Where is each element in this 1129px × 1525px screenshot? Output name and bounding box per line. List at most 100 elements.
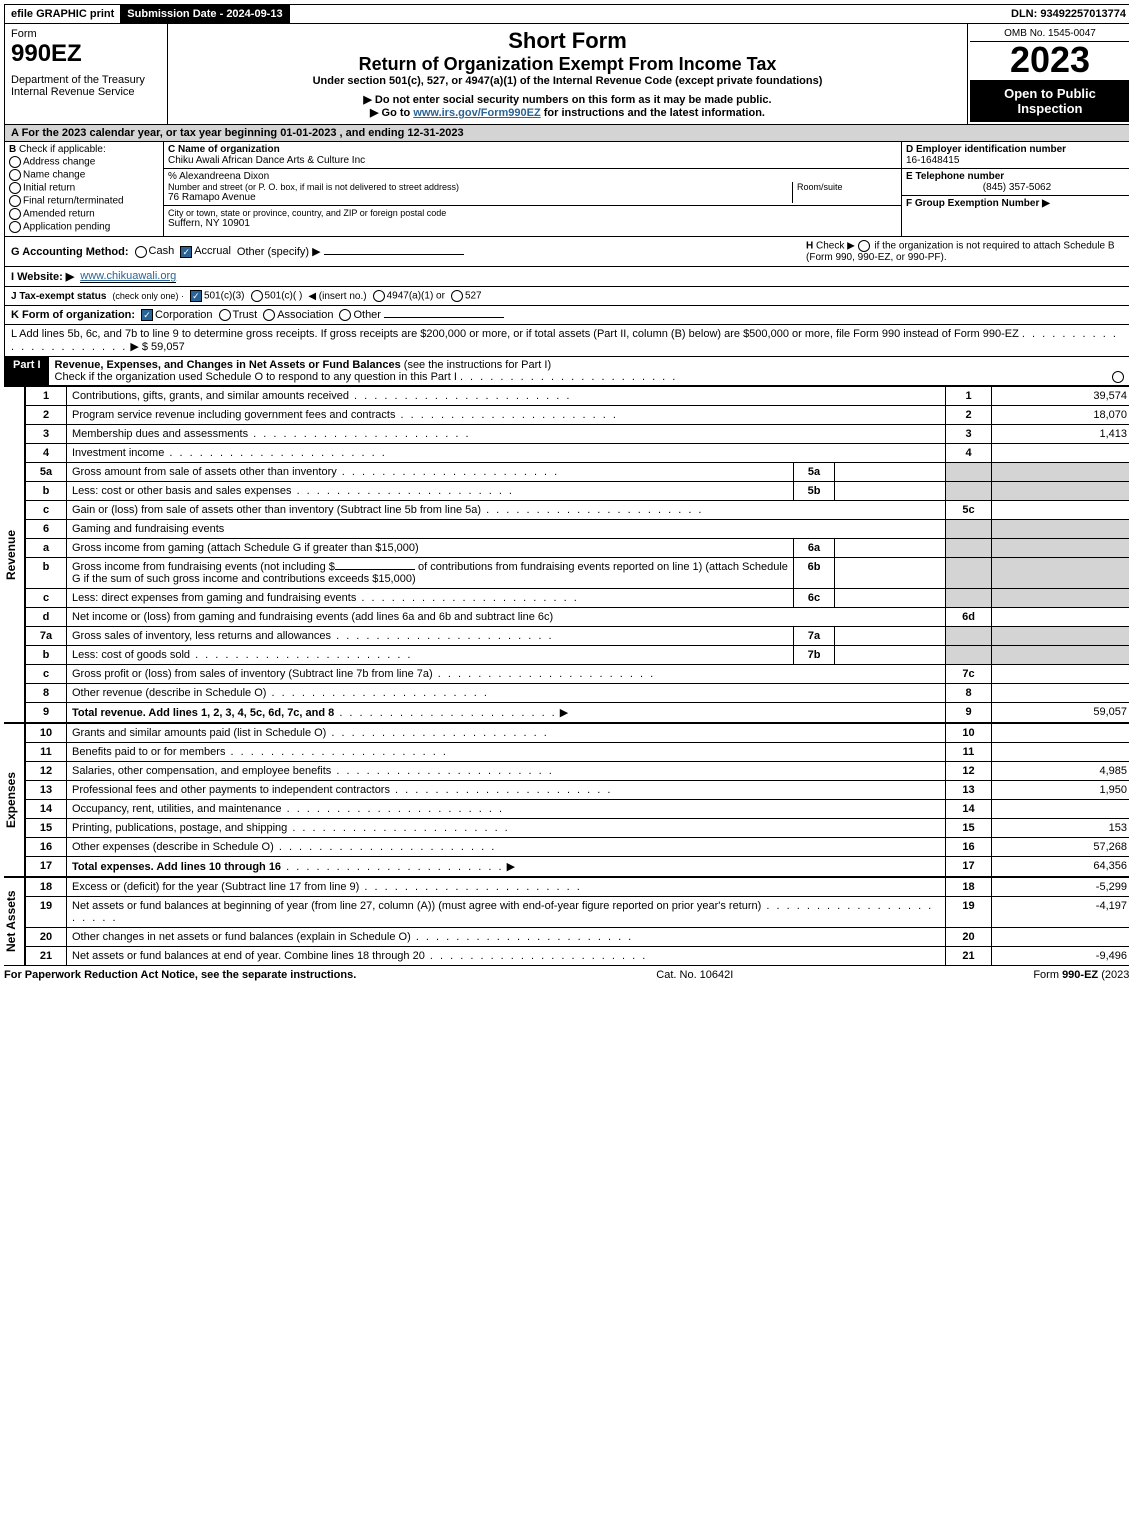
checkbox-initial-return[interactable]: Initial return [9, 182, 159, 194]
line-15: 15Printing, publications, postage, and s… [26, 819, 1129, 838]
net-assets-section: Net Assets 18Excess or (deficit) for the… [4, 877, 1129, 966]
line-6: 6Gaming and fundraising events [26, 520, 1129, 539]
room-suite-label: Room/suite [792, 182, 897, 203]
city-value: Suffern, NY 10901 [168, 218, 897, 229]
revenue-section: Revenue 1Contributions, gifts, grants, a… [4, 386, 1129, 723]
section-l-amount: $ 59,057 [142, 341, 185, 353]
line-18: 18Excess or (deficit) for the year (Subt… [26, 878, 1129, 897]
checkbox-application-pending[interactable]: Application pending [9, 221, 159, 233]
section-g: G Accounting Method: Cash Accrual Other … [11, 245, 464, 258]
paperwork-notice: For Paperwork Reduction Act Notice, see … [4, 969, 356, 981]
form-header-left: Form 990EZ Department of the Treasury In… [5, 24, 168, 124]
line-6d: dNet income or (loss) from gaming and fu… [26, 608, 1129, 627]
checkbox-4947[interactable]: 4947(a)(1) or [373, 290, 445, 302]
checkbox-schedule-b[interactable] [858, 240, 870, 252]
checkbox-527[interactable]: 527 [451, 290, 482, 302]
checkbox-address-change[interactable]: Address change [9, 156, 159, 168]
net-assets-table: 18Excess or (deficit) for the year (Subt… [25, 877, 1129, 966]
line-6b: bGross income from fundraising events (n… [26, 558, 1129, 589]
section-b-text: Check if applicable: [19, 144, 106, 155]
section-l-text: L Add lines 5b, 6c, and 7b to line 9 to … [11, 328, 1019, 340]
line-5b: bLess: cost or other basis and sales exp… [26, 482, 1129, 501]
website-link[interactable]: www.chikuawali.org [80, 270, 176, 283]
checkbox-501c3[interactable]: 501(c)(3) [190, 290, 245, 302]
street-label: Number and street (or P. O. box, if mail… [168, 182, 792, 192]
section-j: J Tax-exempt status (check only one) · 5… [4, 287, 1129, 306]
section-b: B Check if applicable: Address change Na… [5, 142, 164, 236]
checkbox-corporation[interactable]: Corporation [141, 309, 212, 321]
part-i-check-text: Check if the organization used Schedule … [55, 371, 457, 383]
section-d-label: D Employer identification number [906, 144, 1128, 155]
line-16: 16Other expenses (describe in Schedule O… [26, 838, 1129, 857]
section-k-label: K Form of organization: [11, 309, 135, 321]
section-h-text3: (Form 990, 990-EZ, or 990-PF). [806, 252, 947, 263]
form-header-right: OMB No. 1545-0047 2023 Open to Public In… [967, 24, 1129, 124]
section-a: A For the 2023 calendar year, or tax yea… [4, 125, 1129, 142]
line-4: 4Investment income4 [26, 444, 1129, 463]
checkbox-trust[interactable]: Trust [219, 309, 258, 321]
checkbox-501c[interactable]: 501(c)( ) [251, 290, 303, 302]
net-assets-vertical-label: Net Assets [4, 877, 25, 966]
section-g-label: G Accounting Method: [11, 246, 129, 258]
line-17: 17Total expenses. Add lines 10 through 1… [26, 857, 1129, 877]
revenue-table: 1Contributions, gifts, grants, and simil… [25, 386, 1129, 723]
line-6a: aGross income from gaming (attach Schedu… [26, 539, 1129, 558]
checkbox-association[interactable]: Association [263, 309, 333, 321]
line-1: 1Contributions, gifts, grants, and simil… [26, 387, 1129, 406]
insert-no: ◀ (insert no.) [308, 291, 366, 302]
radio-other-method[interactable]: Other (specify) ▶ [237, 245, 464, 258]
form-ref: Form 990-EZ (2023) [1033, 969, 1129, 981]
part-i-header: Part I Revenue, Expenses, and Changes in… [4, 357, 1129, 386]
section-h-text2: if the organization is not required to a… [874, 241, 1114, 252]
section-h: H Check ▶ if the organization is not req… [806, 240, 1126, 263]
line-12: 12Salaries, other compensation, and empl… [26, 762, 1129, 781]
irs-link[interactable]: www.irs.gov/Form990EZ [413, 107, 540, 119]
expenses-table: 10Grants and similar amounts paid (list … [25, 723, 1129, 877]
dept-line-2: Internal Revenue Service [11, 86, 161, 98]
part-i-label: Part I [5, 357, 49, 385]
expenses-vertical-label: Expenses [4, 723, 25, 877]
line-11: 11Benefits paid to or for members11 [26, 743, 1129, 762]
line-5c: cGain or (loss) from sale of assets othe… [26, 501, 1129, 520]
checkbox-amended-return[interactable]: Amended return [9, 208, 159, 220]
return-title: Return of Organization Exempt From Incom… [172, 54, 963, 75]
line-5a: 5aGross amount from sale of assets other… [26, 463, 1129, 482]
line-14: 14Occupancy, rent, utilities, and mainte… [26, 800, 1129, 819]
line-7a: 7aGross sales of inventory, less returns… [26, 627, 1129, 646]
line-6c: cLess: direct expenses from gaming and f… [26, 589, 1129, 608]
tax-year: 2023 [970, 42, 1129, 78]
revenue-vertical-label: Revenue [4, 386, 25, 723]
line-7b: bLess: cost of goods sold7b [26, 646, 1129, 665]
section-k: K Form of organization: Corporation Trus… [4, 306, 1129, 325]
cat-no: Cat. No. 10642I [656, 969, 733, 981]
open-to-public: Open to Public Inspection [970, 80, 1129, 122]
org-name: Chiku Awali African Dance Arts & Culture… [168, 155, 897, 166]
checkbox-name-change[interactable]: Name change [9, 169, 159, 181]
section-def: D Employer identification number 16-1648… [901, 142, 1129, 236]
line-20: 20Other changes in net assets or fund ba… [26, 928, 1129, 947]
checkbox-final-return[interactable]: Final return/terminated [9, 195, 159, 207]
form-header-center: Short Form Return of Organization Exempt… [168, 24, 967, 124]
care-of: % Alexandreena Dixon [168, 171, 897, 182]
radio-accrual[interactable]: Accrual [180, 245, 231, 257]
ssn-warning: ▶ Do not enter social security numbers o… [172, 93, 963, 106]
section-e-label: E Telephone number [906, 171, 1128, 182]
section-j-hint: (check only one) · [112, 291, 184, 301]
goto-suffix: for instructions and the latest informat… [544, 107, 765, 119]
goto-prefix: ▶ Go to [370, 107, 413, 119]
line-19: 19Net assets or fund balances at beginni… [26, 897, 1129, 928]
section-h-check: Check ▶ [816, 241, 855, 252]
radio-cash[interactable]: Cash [135, 245, 175, 257]
checkbox-schedule-o[interactable] [1112, 371, 1124, 383]
line-13: 13Professional fees and other payments t… [26, 781, 1129, 800]
efile-label[interactable]: efile GRAPHIC print [5, 5, 121, 23]
expenses-section: Expenses 10Grants and similar amounts pa… [4, 723, 1129, 877]
section-h-label: H [806, 241, 813, 252]
part-i-hint: (see the instructions for Part I) [404, 359, 551, 371]
line-9: 9Total revenue. Add lines 1, 2, 3, 4, 5c… [26, 703, 1129, 723]
checkbox-other-org[interactable]: Other [339, 309, 504, 321]
dln-label: DLN: 93492257013774 [1005, 5, 1129, 23]
line-2: 2Program service revenue including gover… [26, 406, 1129, 425]
section-c: C Name of organization Chiku Awali Afric… [164, 142, 901, 236]
part-i-title: Revenue, Expenses, and Changes in Net As… [55, 359, 401, 371]
